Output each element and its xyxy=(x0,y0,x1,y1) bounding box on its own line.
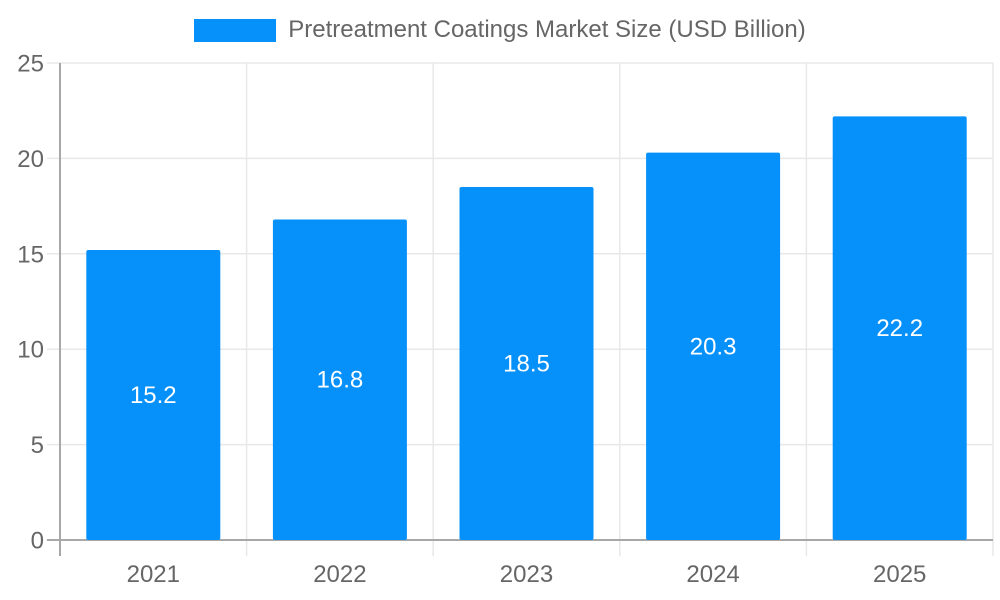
legend-label: Pretreatment Coatings Market Size (USD B… xyxy=(288,16,806,43)
bar-2024[interactable] xyxy=(646,152,781,540)
legend-item[interactable]: Pretreatment Coatings Market Size (USD B… xyxy=(194,16,806,43)
chart-legend: Pretreatment Coatings Market Size (USD B… xyxy=(0,16,1000,43)
bar-value-label: 18.5 xyxy=(503,351,550,378)
bar-2023[interactable] xyxy=(459,187,594,540)
x-axis-tick-label: 2021 xyxy=(127,561,180,588)
legend-swatch-icon xyxy=(194,18,277,42)
bar-value-label: 22.2 xyxy=(876,315,923,342)
y-axis-tick-label: 25 xyxy=(17,51,44,78)
x-axis-tick-label: 2022 xyxy=(313,561,366,588)
y-axis-tick-label: 20 xyxy=(17,146,44,173)
bar-2021[interactable] xyxy=(86,249,221,540)
y-axis-tick-label: 10 xyxy=(17,337,44,364)
bar-value-label: 20.3 xyxy=(690,333,737,360)
bar-value-label: 16.8 xyxy=(317,367,364,394)
bar-value-label: 15.2 xyxy=(130,382,177,409)
x-axis-tick-label: 2024 xyxy=(686,561,739,588)
x-axis-tick-label: 2023 xyxy=(500,561,553,588)
bar-2022[interactable] xyxy=(272,219,407,540)
bar-2025[interactable] xyxy=(832,116,967,540)
y-axis-tick-label: 5 xyxy=(31,432,44,459)
y-axis-tick-label: 0 xyxy=(31,528,44,555)
y-axis-tick-label: 15 xyxy=(17,241,44,268)
x-axis-tick-label: 2025 xyxy=(873,561,926,588)
